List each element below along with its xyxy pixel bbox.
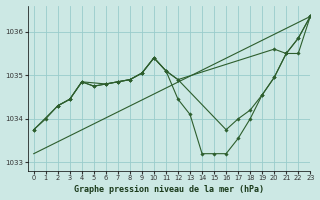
X-axis label: Graphe pression niveau de la mer (hPa): Graphe pression niveau de la mer (hPa)	[74, 185, 264, 194]
